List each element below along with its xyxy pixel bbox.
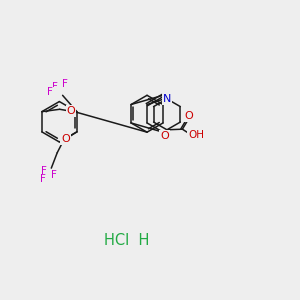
Text: HCl  H: HCl H [103, 233, 149, 248]
Text: F: F [62, 79, 68, 89]
Text: OH: OH [188, 130, 204, 140]
Text: F: F [52, 82, 58, 92]
Text: O: O [160, 131, 169, 141]
Text: F: F [40, 174, 46, 184]
Text: F: F [41, 166, 47, 176]
Text: O: O [61, 134, 70, 144]
Text: O: O [67, 106, 75, 116]
Text: F: F [51, 170, 57, 180]
Text: O: O [184, 111, 193, 121]
Text: F: F [47, 87, 53, 97]
Text: N: N [163, 94, 171, 104]
